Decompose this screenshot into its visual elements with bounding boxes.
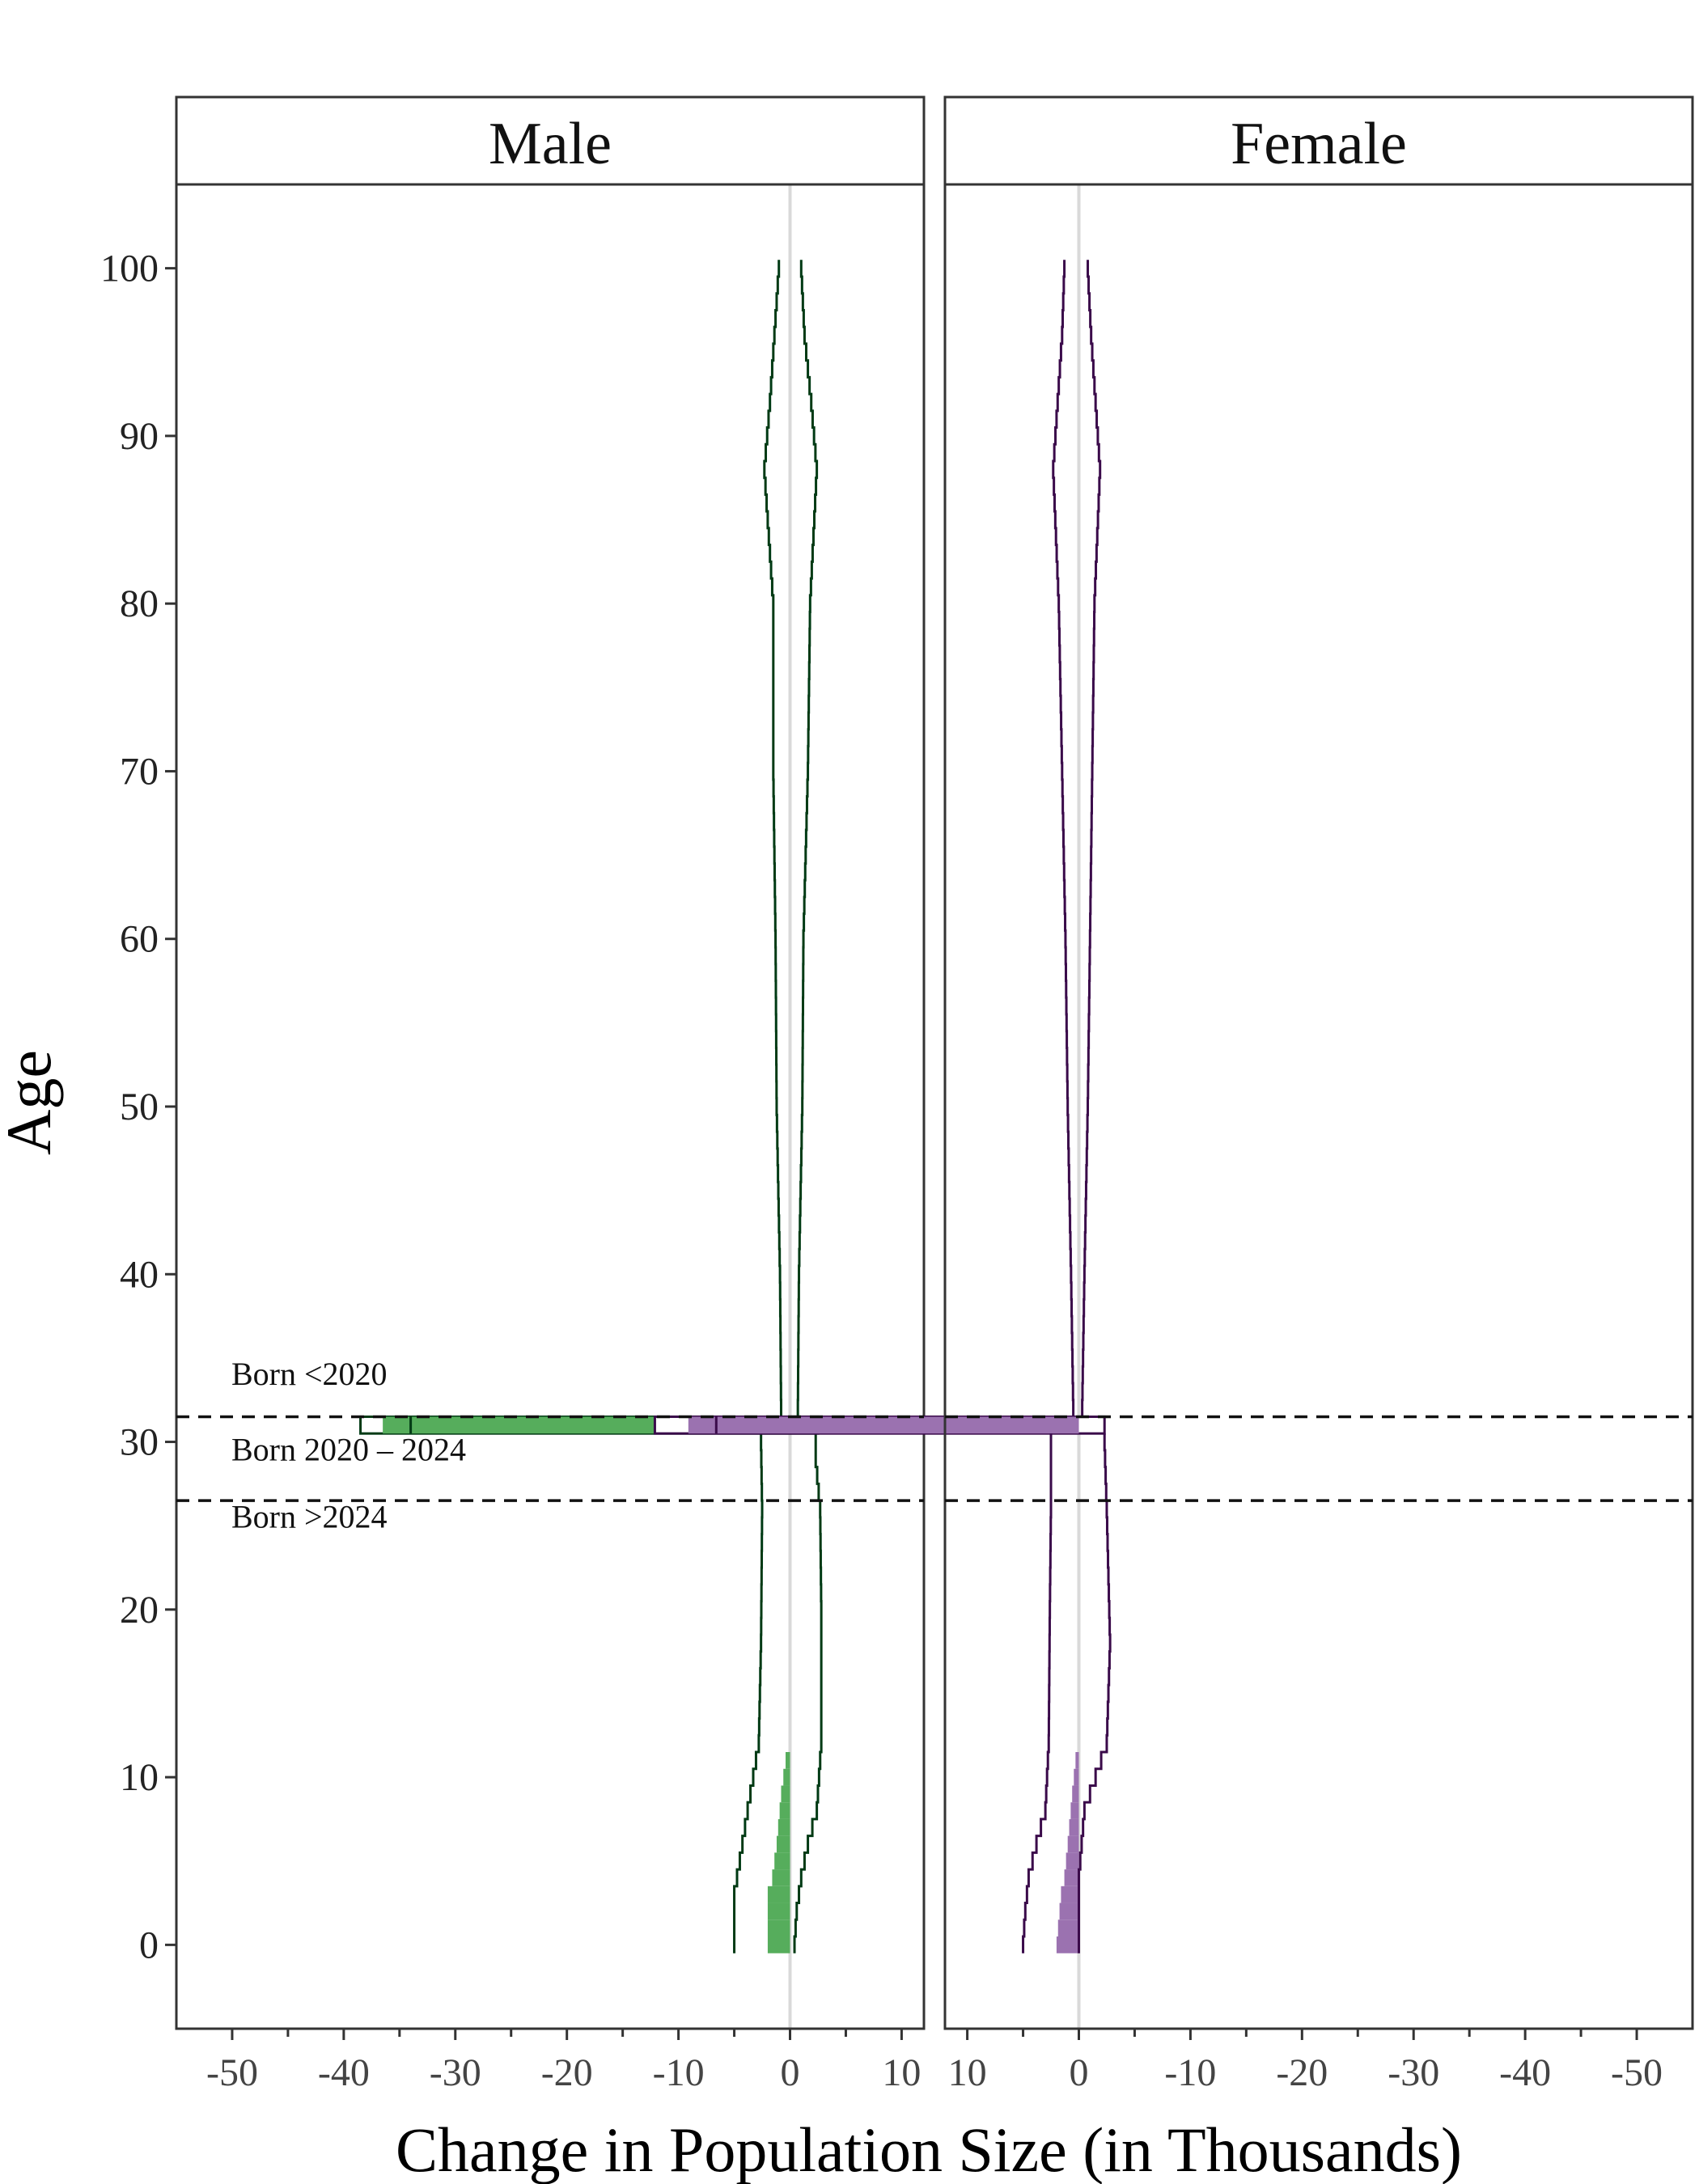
y-tick-label: 20 xyxy=(120,1589,159,1632)
x-tick-label: -40 xyxy=(1499,2051,1551,2094)
x-axis-label: Change in Population Size (in Thousands) xyxy=(396,2114,1462,2184)
x-tick-label: -20 xyxy=(1276,2051,1328,2094)
lower-bound-outline xyxy=(1077,260,1112,1953)
cohort-bar xyxy=(1066,1852,1079,1870)
x-tick-label: 0 xyxy=(781,2051,800,2094)
cohort-bar xyxy=(1074,1768,1079,1786)
upper-bound-outline xyxy=(1022,260,1075,1953)
cohort-bar xyxy=(1056,1936,1079,1953)
cohort-bar xyxy=(1069,1818,1079,1836)
y-tick-label: 50 xyxy=(120,1086,159,1128)
y-tick-label: 30 xyxy=(120,1421,159,1464)
y-tick-label: 0 xyxy=(139,1924,159,1966)
cohort-bar xyxy=(783,1768,790,1786)
cohort-bar xyxy=(1070,1802,1079,1819)
cohort-label: Born >2024 xyxy=(231,1498,388,1534)
y-tick-label: 40 xyxy=(120,1253,159,1296)
y-tick-label: 60 xyxy=(120,918,159,961)
cohort-bar xyxy=(1075,1752,1079,1769)
y-tick-label: 100 xyxy=(100,248,159,290)
x-tick-label: -50 xyxy=(1611,2051,1663,2094)
facet-strip-label: Female xyxy=(1231,111,1407,177)
cohort-bar xyxy=(767,1919,790,1936)
cohort-bar xyxy=(767,1903,790,1920)
cohort-bar xyxy=(785,1752,790,1769)
y-axis-label: Age xyxy=(0,1050,64,1155)
cohort-label: Born <2020 xyxy=(231,1356,388,1392)
cohort-bar xyxy=(781,1785,790,1803)
cohort-bar xyxy=(767,1936,790,1953)
cohort-bar xyxy=(774,1852,790,1870)
age-31-estimate-bar xyxy=(688,1416,1079,1434)
y-tick-label: 70 xyxy=(120,750,159,793)
lower-bound-outline xyxy=(733,260,782,1953)
x-tick-label: -10 xyxy=(653,2051,705,2094)
y-tick-label: 90 xyxy=(120,415,159,458)
panel-border xyxy=(943,183,1694,2030)
cohort-bar xyxy=(779,1802,790,1819)
panel-border xyxy=(175,183,926,2030)
y-axis: 0 10 20 30 40 50 60 70 80 90 100 xyxy=(100,248,176,1966)
facet-layer: Male -50 -40 -30 -20 -10 0 10 Female 10 0 -10 -20 -30… xyxy=(175,95,1694,2094)
y-tick-label: 80 xyxy=(120,582,159,625)
x-tick-label: -20 xyxy=(541,2051,593,2094)
x-tick-label: -30 xyxy=(430,2051,481,2094)
x-tick-label: -10 xyxy=(1164,2051,1216,2094)
cohort-bar xyxy=(1064,1869,1079,1886)
cohort-bar xyxy=(1057,1919,1079,1936)
facet-strip-label: Male xyxy=(489,111,612,177)
cohort-bar xyxy=(777,1818,790,1836)
x-tick-label: -50 xyxy=(206,2051,258,2094)
cohort-bar xyxy=(1059,1903,1079,1920)
cohort-bar xyxy=(776,1835,790,1853)
facet-panel-female: Female 10 0 -10 -20 -30 -40 -50 xyxy=(653,95,1694,2094)
upper-bound-outline xyxy=(793,260,823,1953)
cohort-bar xyxy=(1072,1785,1079,1803)
facet-strip xyxy=(175,95,926,186)
x-tick-label: 0 xyxy=(1069,2051,1088,2094)
cohort-bar xyxy=(767,1886,790,1903)
cohort-label: Born 2020 – 2024 xyxy=(231,1431,466,1467)
x-tick-label: -30 xyxy=(1388,2051,1439,2094)
facet-strip xyxy=(943,95,1694,186)
cohort-bar xyxy=(1067,1835,1079,1853)
cohort-bar xyxy=(772,1869,790,1886)
cohort-bar xyxy=(1061,1886,1079,1903)
facet-panel-male: Male -50 -40 -30 -20 -10 0 10 xyxy=(175,95,926,2094)
x-tick-label: -40 xyxy=(318,2051,370,2094)
x-tick-label: 10 xyxy=(948,2051,987,2094)
x-tick-label: 10 xyxy=(882,2051,921,2094)
y-tick-label: 10 xyxy=(120,1756,159,1799)
